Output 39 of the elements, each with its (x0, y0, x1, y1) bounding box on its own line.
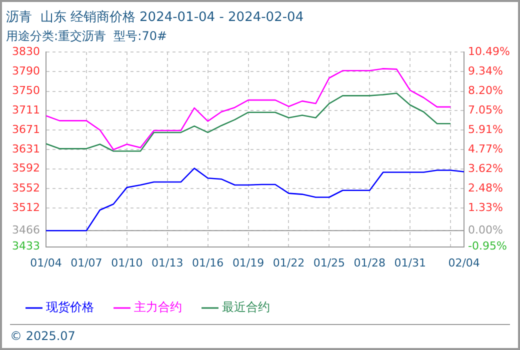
y-tick-label: 3552 (12, 181, 40, 194)
y2-tick-label: 1.33% (468, 200, 504, 214)
y2-tick-label: 2.48% (468, 181, 504, 194)
y-tick-label: 3433 (12, 240, 40, 253)
y2-tick-label: 0.00% (468, 223, 504, 236)
x-tick-label: 01/13 (152, 256, 184, 270)
y2-tick-label: -0.95% (468, 240, 507, 253)
x-tick-label: 01/28 (354, 256, 386, 270)
y-tick-label: 3830 (12, 44, 40, 58)
x-tick-label: 01/31 (394, 256, 426, 270)
x-tick-label: 02/04 (448, 256, 480, 270)
x-tick-label: 01/22 (272, 256, 305, 270)
y-tick-label: 3512 (12, 200, 40, 214)
y-tick-label: 3592 (12, 162, 40, 175)
y2-tick-label: 3.62% (468, 162, 504, 175)
chart-subtitle: 用途分类:重交沥青 型号:70# (6, 28, 168, 43)
y-tick-label: 3631 (12, 142, 40, 156)
legend-label: 现货价格 (46, 300, 94, 314)
y-tick-label: 3466 (12, 223, 40, 236)
x-tick-label: 01/25 (313, 256, 346, 270)
y2-tick-label: 7.05% (468, 103, 504, 116)
y2-tick-label: 5.91% (468, 122, 504, 136)
chart-title: 沥青 山东 经销商价格 2024-01-04 - 2024-02-04 (6, 10, 304, 26)
y-tick-label: 3750 (12, 84, 40, 98)
y2-tick-label: 4.77% (468, 142, 504, 156)
y-tick-label: 3711 (12, 103, 40, 116)
legend-label: 主力合约 (134, 300, 182, 314)
y2-tick-label: 10.49% (468, 44, 510, 58)
text: © 2025.07 (10, 329, 76, 343)
legend-label: 最近合约 (222, 300, 270, 314)
y-tick-label: 3790 (12, 64, 40, 78)
x-tick-label: 01/07 (70, 256, 102, 270)
x-tick-label: 01/16 (192, 256, 224, 270)
x-tick-label: 01/10 (111, 256, 143, 270)
x-tick-label: 01/19 (232, 256, 264, 270)
y2-tick-label: 8.20% (468, 84, 504, 97)
y2-tick-label: 9.34% (468, 64, 504, 78)
x-tick-label: 01/04 (30, 256, 62, 270)
y-tick-label: 3671 (12, 122, 40, 136)
